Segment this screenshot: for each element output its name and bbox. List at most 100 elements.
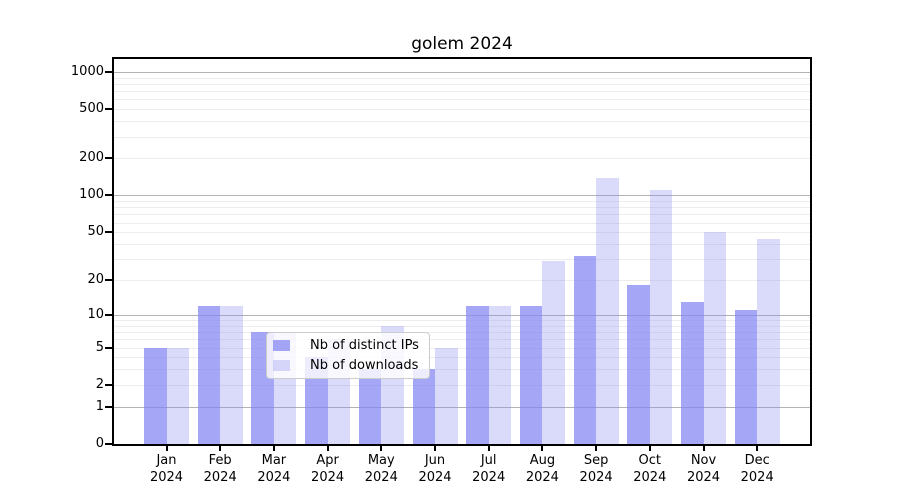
x-axis-tick-label: Aug 2024 [510,452,574,486]
x-axis-tick-label: Apr 2024 [296,452,360,486]
bar-distinct-ips [681,301,704,444]
legend-label-downloads: Nb of downloads [310,358,419,373]
bar-distinct-ips [627,285,650,444]
x-axis-tick-mark [756,446,759,451]
gridline-minor [114,214,810,216]
y-axis-tick-mark [105,346,112,349]
bar-downloads [435,347,458,444]
y-axis-tick-mark [105,157,112,160]
y-axis-tick-label: 200 [79,150,104,166]
chart-title: golem 2024 [411,34,513,54]
x-axis-tick-label: Jun 2024 [403,452,467,486]
x-axis-month: Aug [529,453,556,468]
x-axis-month: Jul [480,453,497,468]
x-axis-month: Dec [744,453,770,468]
x-axis-tick-mark [541,446,544,451]
x-axis-month: Jan [156,453,177,468]
y-axis-tick-mark [105,279,112,282]
x-axis-month: Oct [638,453,662,468]
x-axis-tick-label: Feb 2024 [188,452,252,486]
bar-distinct-ips [573,255,597,444]
x-axis-year: 2024 [525,470,559,485]
x-axis-month: Mar [261,453,287,468]
gridline-minor [114,244,810,245]
x-axis-tick-mark [487,446,490,451]
x-axis-year: 2024 [472,470,506,485]
legend-swatch-distinct-ips [273,340,290,351]
x-axis-tick-mark [326,446,329,451]
x-axis-month: Nov [690,453,717,468]
gridline-minor [114,357,810,359]
bar-downloads [703,232,726,444]
legend-swatch-downloads [273,360,290,371]
y-axis-tick-mark [105,405,112,408]
gridline-minor [114,232,810,234]
x-axis-month: Apr [316,453,339,468]
bar-downloads [596,177,619,444]
x-axis-month: Sep [583,453,609,468]
x-axis-tick-mark [648,446,651,451]
y-axis-tick-mark [105,194,112,197]
gridline-minor [114,99,810,101]
gridline-minor [114,332,810,334]
gridline-minor [114,158,810,160]
bar-downloads [649,190,673,444]
y-axis-tick-label: 1 [95,398,104,414]
x-axis-year: 2024 [579,470,613,485]
x-axis-year: 2024 [311,470,345,485]
bar-downloads [220,305,243,444]
bar-downloads [757,239,780,444]
bar-distinct-ips [734,310,758,444]
bar-downloads [488,305,512,444]
x-axis-year: 2024 [364,470,398,485]
gridline-minor [114,222,810,224]
gridline-minor [114,280,810,282]
x-axis-tick-mark [595,446,598,451]
bar-distinct-ips [412,369,435,444]
gridline-minor [114,320,810,321]
x-axis-year: 2024 [740,470,774,485]
y-axis-tick-mark [105,443,112,445]
x-axis-tick-label: Nov 2024 [672,452,736,486]
y-axis-tick-label: 500 [79,101,104,117]
plot-area [112,57,812,446]
x-axis-tick-mark [165,446,168,451]
gridline-minor [114,339,810,341]
gridline-minor [114,347,810,349]
x-axis-tick-label: Oct 2024 [618,452,682,486]
gridline-major [114,195,810,197]
gridline-minor [114,109,810,111]
y-axis-tick-mark [105,70,112,73]
gridline-major [114,314,810,316]
x-axis-tick-mark [219,446,222,451]
gridline-minor [114,121,810,123]
gridline-minor [114,207,810,209]
bar-distinct-ips [519,305,543,444]
gridline-minor [114,77,810,79]
x-axis-month: May [367,453,395,468]
gridline-major [114,71,810,73]
gridline-minor [114,384,810,386]
gridline-minor [114,136,810,138]
bar-distinct-ips [144,347,167,444]
y-axis-tick-mark [105,108,112,111]
x-axis-tick-label: Mar 2024 [242,452,306,486]
bar-downloads [542,260,565,444]
y-axis-tick-label: 100 [79,187,104,203]
x-axis-tick-mark [702,446,705,451]
gridline-minor [114,325,810,327]
gridline-minor [114,259,810,261]
x-axis-year: 2024 [257,470,291,485]
x-axis-tick-label: Sep 2024 [564,452,628,486]
x-axis-month: Feb [208,453,232,468]
y-axis-tick-label: 2 [95,376,104,392]
y-axis-tick-label: 0 [95,436,104,451]
x-axis-tick-label: May 2024 [349,452,413,486]
legend: Nb of distinct IPs Nb of downloads [266,332,430,379]
gridline-minor [114,201,810,203]
x-axis-tick-label: Jul 2024 [457,452,521,486]
gridline-minor [114,83,810,85]
gridline-minor [114,369,810,371]
bar-distinct-ips [197,305,221,444]
